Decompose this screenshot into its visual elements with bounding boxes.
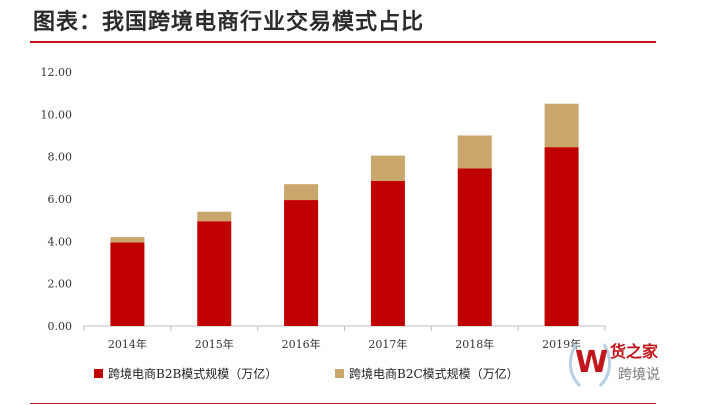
svg-text:W: W xyxy=(575,345,608,380)
title-divider xyxy=(30,41,656,43)
x-tick-label: 2017年 xyxy=(368,337,407,351)
legend-label-b2c: 跨境电商B2C模式规模（万亿） xyxy=(349,366,519,381)
watermark: W 货之家 跨境说 xyxy=(566,334,692,396)
bar-b2c xyxy=(544,103,579,148)
bar-b2b xyxy=(110,242,145,326)
x-tick-label: 2019年 xyxy=(542,337,581,351)
bar-b2b xyxy=(197,221,232,326)
bar-b2c xyxy=(197,211,232,222)
y-tick-label: 6.00 xyxy=(48,193,73,206)
page-title: 图表：我国跨境电商行业交易模式占比 xyxy=(33,10,425,35)
bar-b2b xyxy=(284,200,319,326)
watermark-brand: 货之家 xyxy=(610,342,659,361)
bar-b2c xyxy=(370,155,405,182)
y-tick-label: 10.00 xyxy=(41,108,73,121)
bar-b2c xyxy=(110,237,145,243)
legend-swatch-b2b xyxy=(94,369,103,378)
bottom-divider xyxy=(30,403,656,404)
bar-b2b xyxy=(457,168,492,326)
bar-b2b xyxy=(544,147,579,326)
x-tick-label: 2015年 xyxy=(195,337,234,351)
y-tick-label: 2.00 xyxy=(48,278,73,291)
bar-b2c xyxy=(284,184,319,201)
x-tick-label: 2016年 xyxy=(282,337,321,351)
y-tick-label: 0.00 xyxy=(48,320,73,333)
legend-label-b2b: 跨境电商B2B模式规模（万亿） xyxy=(108,366,277,381)
x-tick-label: 2014年 xyxy=(108,337,147,351)
bar-b2b xyxy=(370,181,405,326)
y-tick-label: 4.00 xyxy=(48,235,73,248)
watermark-sub: 跨境说 xyxy=(618,367,660,383)
bar-b2c xyxy=(457,135,492,169)
wreath-w-logo-icon: W xyxy=(569,343,611,388)
x-tick-label: 2018年 xyxy=(455,337,494,351)
legend-swatch-b2c xyxy=(335,369,344,378)
y-tick-label: 8.00 xyxy=(48,151,73,164)
y-tick-label: 12.00 xyxy=(41,66,73,79)
